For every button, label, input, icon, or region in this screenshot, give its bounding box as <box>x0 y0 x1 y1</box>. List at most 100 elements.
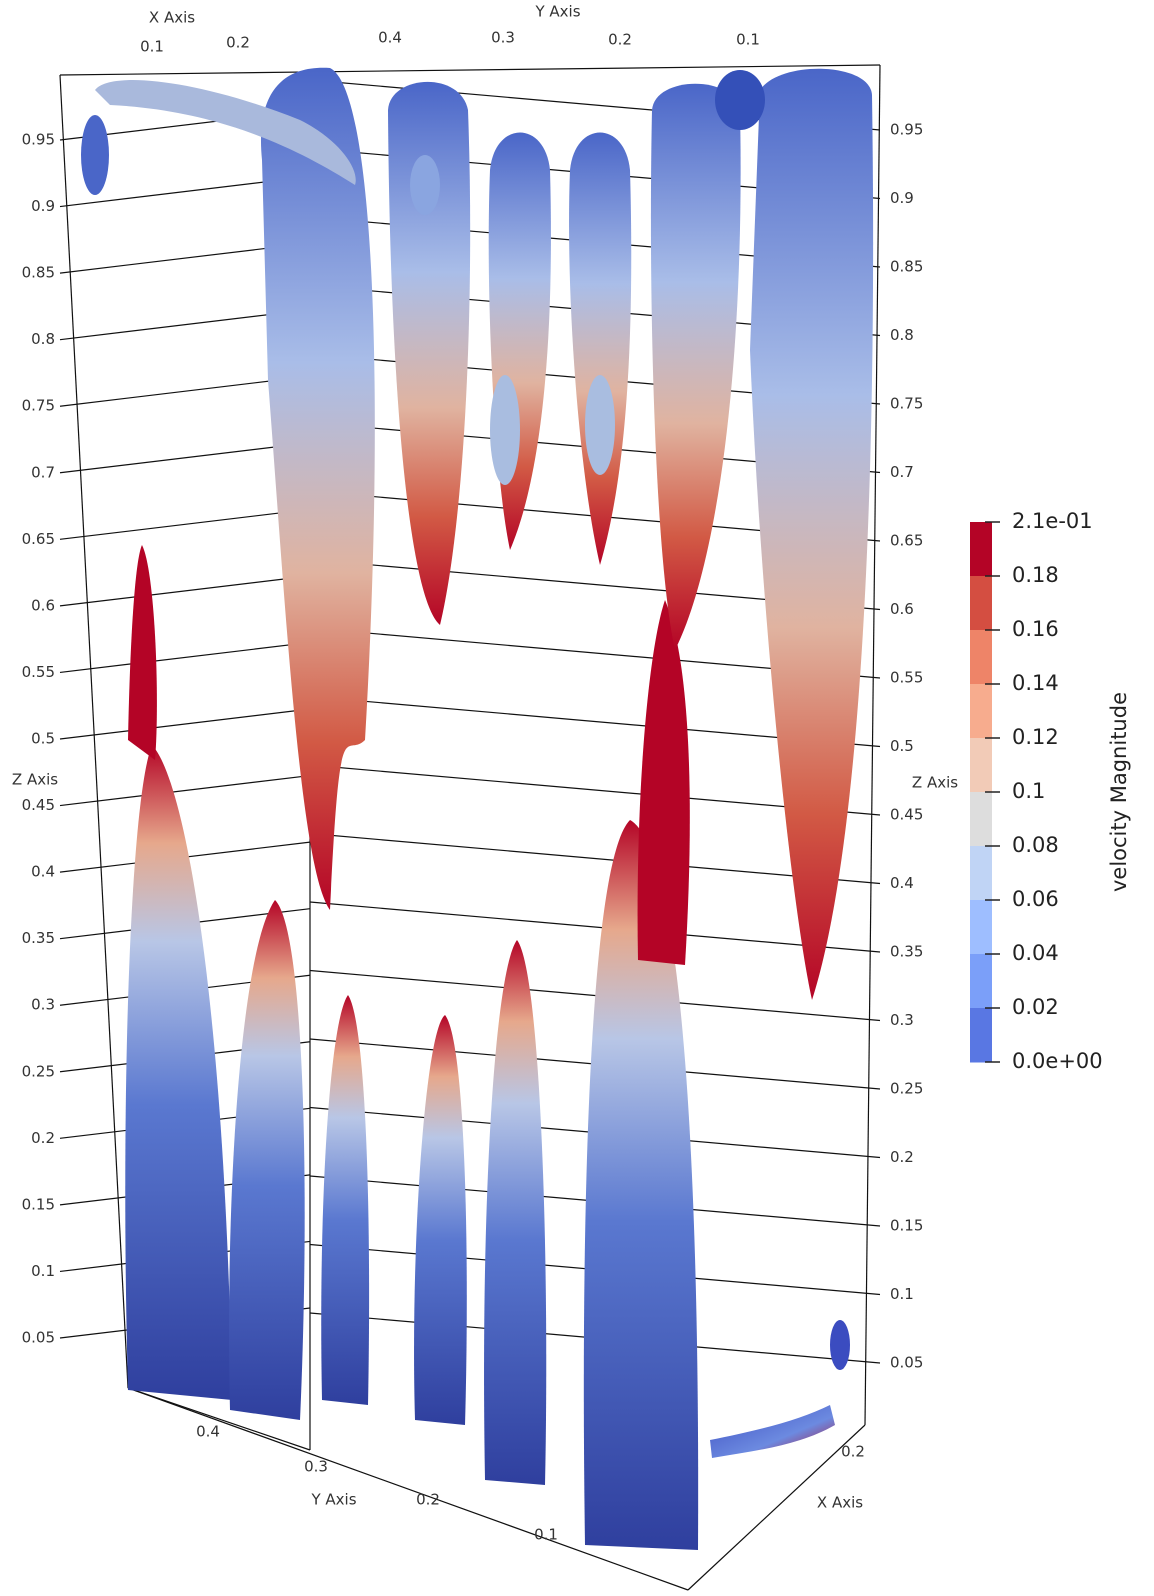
colorbar-label: 0.18 <box>1012 563 1059 587</box>
z-tick-label: 0.55 <box>22 663 55 681</box>
surface <box>260 67 375 910</box>
z-tick-label: 0.25 <box>22 1062 55 1080</box>
grid-line <box>59 442 311 474</box>
colorbar-label: 0.12 <box>1012 725 1059 749</box>
colorbar-label: 0.0e+00 <box>1012 1049 1103 1073</box>
z-tick-label: 0.5 <box>890 737 914 755</box>
z-tick-label: 0.95 <box>22 131 55 149</box>
z-tick-label: 0.65 <box>22 530 55 548</box>
x-axis-title: X Axis <box>817 1494 863 1512</box>
z-tick-label: 0.95 <box>890 121 923 139</box>
grid-line <box>309 969 881 1022</box>
surface <box>637 600 690 965</box>
colorbar-label: 0.08 <box>1012 833 1059 857</box>
x-axis-title: X Axis <box>149 9 195 27</box>
z-tick-label: 0.9 <box>890 189 914 207</box>
z-tick-label: 0.8 <box>31 330 55 348</box>
z-tick-label: 0.4 <box>890 874 914 892</box>
colorbar-label: 0.16 <box>1012 617 1059 641</box>
z-tick-label: 0.45 <box>22 796 55 814</box>
surface <box>81 115 109 195</box>
z-tick-label: 0.7 <box>31 463 55 481</box>
grid-line <box>59 508 311 540</box>
colorbar-label: 0.02 <box>1012 995 1059 1019</box>
z-tick-label: 0.75 <box>890 395 923 413</box>
z-tick-label: 0.2 <box>31 1129 55 1147</box>
z-axis-title: Z Axis <box>912 774 958 792</box>
grid-line <box>309 901 881 953</box>
z-tick-label: 0.6 <box>31 596 55 614</box>
x-tick-label: 0.2 <box>226 34 250 52</box>
colorbar-band <box>970 792 992 847</box>
z-tick-label: 0.35 <box>22 929 55 947</box>
colorbar-band <box>970 684 992 739</box>
z-tick-label: 0.65 <box>890 532 923 550</box>
box-edge <box>127 1387 689 1591</box>
colorbar-band <box>970 738 992 793</box>
colorbar-label: 0.1 <box>1012 779 1045 803</box>
z-tick-label: 0.3 <box>31 996 55 1014</box>
surface <box>569 132 632 565</box>
colorbar-title: velocity Magnitude <box>1107 692 1131 892</box>
colorbar-label: 2.1e-01 <box>1012 509 1093 533</box>
y-tick-label: 0.2 <box>608 31 632 49</box>
surface <box>490 375 520 485</box>
box-edge <box>864 64 881 1426</box>
isosurfaces <box>81 67 874 1550</box>
grid-line <box>59 641 311 674</box>
z-tick-label: 0.2 <box>890 1148 914 1166</box>
surface <box>128 545 157 760</box>
colorbar: 2.1e-01 0.18 0.16 0.14 0.12 0.1 0.08 0.06 0.04 0.… <box>970 509 1131 1073</box>
surface <box>95 80 356 185</box>
surface <box>229 900 305 1420</box>
y-tick-label: 0.2 <box>416 1491 440 1509</box>
x-tick-label: 0.1 <box>140 38 164 56</box>
grid-line <box>59 575 311 607</box>
x-tick-label: 0.2 <box>841 1443 865 1461</box>
box-edge <box>59 64 881 76</box>
axis-labels: 0.95 0.9 0.85 0.8 0.75 0.7 0.65 0.6 0.55 0.5 0.45 0… <box>12 3 958 1544</box>
z-tick-label: 0.85 <box>22 264 55 282</box>
surface <box>410 155 440 215</box>
box-edge <box>687 1424 866 1591</box>
grid-line <box>309 832 881 885</box>
z-tick-label: 0.25 <box>890 1080 923 1098</box>
z-tick-label: 0.45 <box>890 806 923 824</box>
z-tick-label: 0.1 <box>890 1285 914 1303</box>
grid-line <box>59 708 311 740</box>
colorbar-band <box>970 522 992 577</box>
z-tick-label: 0.9 <box>31 197 55 215</box>
surface <box>414 1015 467 1425</box>
z-tick-label: 0.4 <box>31 863 55 881</box>
colorbar-label: 0.04 <box>1012 941 1059 965</box>
surface <box>488 132 551 550</box>
surface <box>650 83 741 650</box>
z-tick-label: 0.1 <box>31 1262 55 1280</box>
z-tick-label: 0.15 <box>22 1195 55 1213</box>
y-axis-title: Y Axis <box>310 1491 356 1509</box>
y-tick-label: 0.3 <box>304 1458 328 1476</box>
z-tick-label: 0.3 <box>890 1011 914 1029</box>
grid-line <box>59 774 311 807</box>
z-tick-label: 0.05 <box>890 1354 923 1372</box>
colorbar-band <box>970 630 992 685</box>
surface <box>321 995 370 1405</box>
surface <box>583 820 699 1550</box>
surface <box>484 940 547 1485</box>
y-axis-title: Y Axis <box>534 3 580 21</box>
colorbar-band <box>970 954 992 1009</box>
box-edge <box>59 74 129 1389</box>
surface <box>715 70 765 130</box>
z-tick-label: 0.6 <box>890 600 914 618</box>
z-tick-label: 0.35 <box>890 943 923 961</box>
colorbar-band <box>970 900 992 955</box>
z-tick-label: 0.05 <box>22 1329 55 1347</box>
colorbar-band <box>970 1008 992 1063</box>
colorbar-label: 0.06 <box>1012 887 1059 911</box>
colorbar-band <box>970 576 992 631</box>
z-tick-label: 0.7 <box>890 463 914 481</box>
z-tick-label: 0.15 <box>890 1217 923 1235</box>
surface <box>585 375 615 475</box>
surface <box>125 745 232 1400</box>
